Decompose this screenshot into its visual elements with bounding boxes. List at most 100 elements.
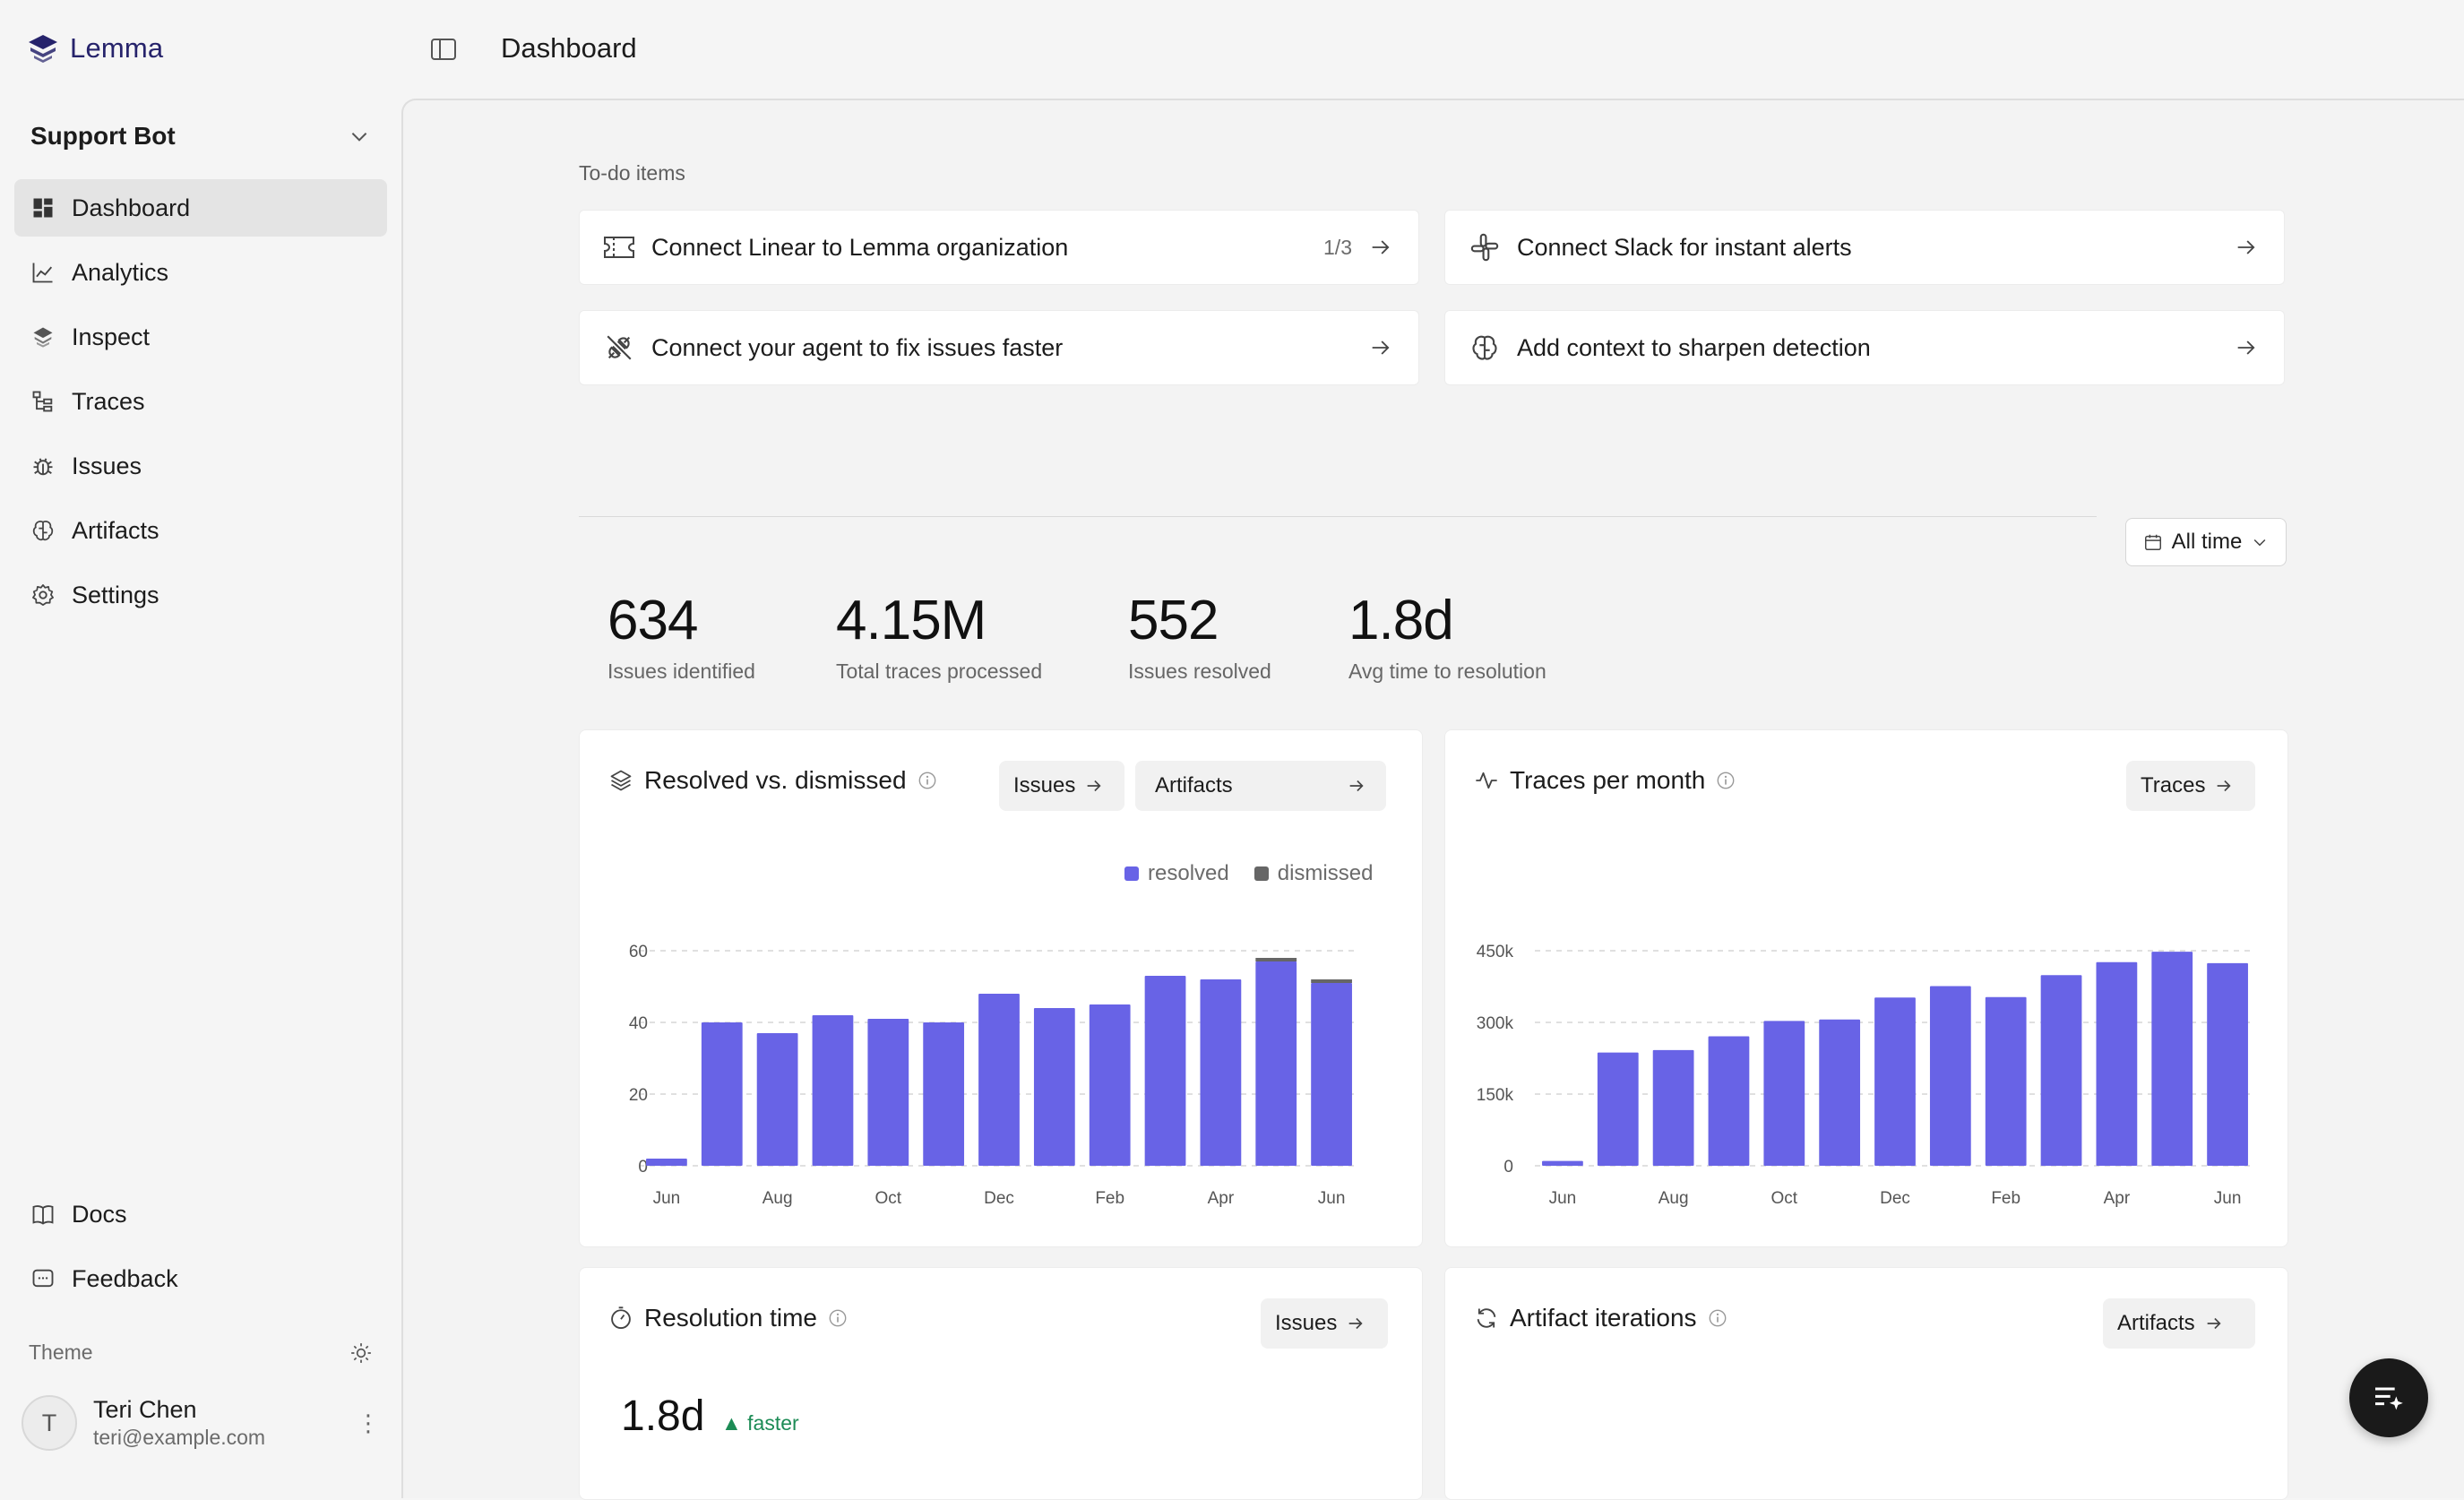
stat-label: Avg time to resolution: [1348, 659, 1546, 683]
card-title: Resolved vs. dismissed: [644, 766, 907, 794]
theme-label: Theme: [29, 1341, 93, 1364]
bar-dismissed: [1311, 979, 1352, 983]
brain-icon: [32, 521, 54, 541]
resolution-time-card: Resolution time Issues 1.8d ▲ faster: [579, 1267, 1423, 1500]
sidebar-toggle-icon[interactable]: [428, 36, 459, 63]
todo-item-connect-agent[interactable]: Connect your agent to fix issues faster: [579, 310, 1419, 385]
brand-name: Lemma: [70, 32, 164, 64]
y-tick-label: 60: [629, 943, 648, 961]
sidebar-item-issues[interactable]: Issues: [14, 437, 387, 495]
stat-value: 4.15M: [836, 590, 986, 651]
sidebar-item-analytics[interactable]: Analytics: [14, 244, 387, 301]
chart-legend: resolved dismissed: [1124, 861, 1373, 886]
button-label: Issues: [1013, 773, 1076, 797]
todo-section-label: To-do items: [579, 161, 685, 185]
y-tick-label: 450k: [1477, 943, 1514, 961]
sidebar-item-docs[interactable]: Docs: [14, 1185, 387, 1243]
bar-value: [2096, 961, 2138, 1166]
arrow-right-icon: [2237, 240, 2255, 254]
todo-item-connect-linear[interactable]: Connect Linear to Lemma organization 1/3: [579, 210, 1419, 285]
traces-link-button[interactable]: Traces: [2126, 761, 2255, 811]
user-profile[interactable]: T Teri Chen teri@example.com ⋮: [22, 1394, 380, 1452]
sidebar-item-label: Inspect: [72, 323, 151, 350]
artifacts-link-button[interactable]: Artifacts: [1135, 761, 1386, 811]
line-chart-icon: [32, 263, 53, 283]
todo-label: Connect your agent to fix issues faster: [651, 333, 1064, 361]
card-title: Traces per month: [1510, 766, 1706, 794]
sidebar-item-label: Settings: [72, 581, 159, 608]
sparkle-list-icon: [2375, 1387, 2403, 1410]
arrow-right-icon: [2207, 1317, 2221, 1330]
assistant-fab-button[interactable]: [2349, 1358, 2428, 1437]
artifacts-link-button[interactable]: Artifacts: [2103, 1298, 2255, 1349]
todo-label: Add context to sharpen detection: [1517, 333, 1871, 361]
todo-item-add-context[interactable]: Add context to sharpen detection: [1444, 310, 2285, 385]
time-range-label: All time: [2171, 530, 2243, 554]
info-icon[interactable]: [1716, 771, 1736, 790]
x-tick-label: Apr: [1208, 1189, 1235, 1208]
x-tick-label: Dec: [1880, 1189, 1910, 1208]
arrow-right-icon: [2237, 341, 2255, 355]
arrow-right-icon: [1372, 240, 1390, 254]
info-icon[interactable]: [828, 1308, 848, 1328]
page-title: Dashboard: [501, 32, 637, 64]
button-label: Artifacts: [2117, 1311, 2195, 1335]
dashboard-icon: [33, 198, 53, 218]
brand[interactable]: Lemma: [27, 32, 163, 65]
info-icon[interactable]: [918, 771, 937, 790]
info-icon[interactable]: [1708, 1308, 1727, 1328]
sidebar-item-traces[interactable]: Traces: [14, 373, 387, 430]
bar-value: [1985, 996, 2027, 1166]
lemma-logo-icon: [29, 35, 57, 63]
bar-resolved: [1144, 976, 1186, 1166]
x-tick-label: Dec: [984, 1189, 1014, 1208]
more-vertical-icon[interactable]: ⋮: [357, 1409, 380, 1436]
stat-label: Total traces processed: [836, 659, 1043, 683]
sidebar-item-label: Feedback: [72, 1264, 178, 1292]
bar-value: [1874, 997, 1916, 1166]
x-tick-label: Aug: [762, 1189, 793, 1208]
stat-avg-resolution: 1.8d Avg time to resolution: [1348, 591, 1546, 684]
bar-resolved: [701, 1022, 743, 1166]
bar-value: [2207, 962, 2248, 1166]
tree-icon: [32, 391, 53, 412]
arrow-right-icon: [1349, 1317, 1363, 1330]
project-name: Support Bot: [30, 122, 176, 150]
sidebar-item-inspect[interactable]: Inspect: [14, 308, 387, 366]
x-tick-label: Aug: [1658, 1189, 1689, 1208]
bar-value: [1542, 1160, 1583, 1166]
bar-resolved: [1200, 979, 1242, 1166]
traces-per-month-card: Traces per month Traces 0 150k 300k 450k Jun…: [1444, 729, 2288, 1247]
todo-item-connect-slack[interactable]: Connect Slack for instant alerts: [1444, 210, 2285, 285]
project-selector[interactable]: Support Bot: [30, 118, 371, 154]
sidebar-item-label: Traces: [72, 387, 145, 415]
arrow-right-icon: [1349, 780, 1364, 792]
timer-icon: [611, 1306, 631, 1330]
legend-item-resolved: resolved: [1124, 861, 1229, 886]
bar-resolved: [1255, 961, 1297, 1166]
theme-row: Theme: [29, 1341, 373, 1365]
x-tick-label: Jun: [653, 1189, 681, 1208]
button-label: Artifacts: [1155, 773, 1233, 797]
stat-value: 1.8d: [1348, 590, 1454, 651]
time-range-dropdown[interactable]: All time: [2125, 518, 2287, 566]
sun-icon[interactable]: [349, 1341, 373, 1365]
layers-icon: [610, 770, 632, 791]
sidebar-item-feedback[interactable]: Feedback: [14, 1250, 387, 1307]
bug-icon: [33, 458, 53, 476]
sidebar-item-dashboard[interactable]: Dashboard: [14, 179, 387, 237]
sidebar-item-label: Artifacts: [72, 516, 159, 544]
refresh-icon: [1477, 1308, 1496, 1328]
sidebar-item-artifacts[interactable]: Artifacts: [14, 502, 387, 559]
issues-link-button[interactable]: Issues: [999, 761, 1124, 811]
button-label: Traces: [2141, 773, 2206, 797]
issues-link-button[interactable]: Issues: [1261, 1298, 1388, 1349]
chevron-down-icon: [351, 133, 367, 142]
bar-resolved: [1089, 1004, 1131, 1166]
stat-label: Issues resolved: [1128, 659, 1271, 683]
x-tick-label: Feb: [1095, 1189, 1124, 1208]
resolution-time-delta: ▲ faster: [721, 1411, 799, 1435]
sidebar-item-settings[interactable]: Settings: [14, 566, 387, 624]
y-tick-label: 300k: [1477, 1014, 1514, 1033]
y-tick-label: 0: [638, 1158, 648, 1177]
